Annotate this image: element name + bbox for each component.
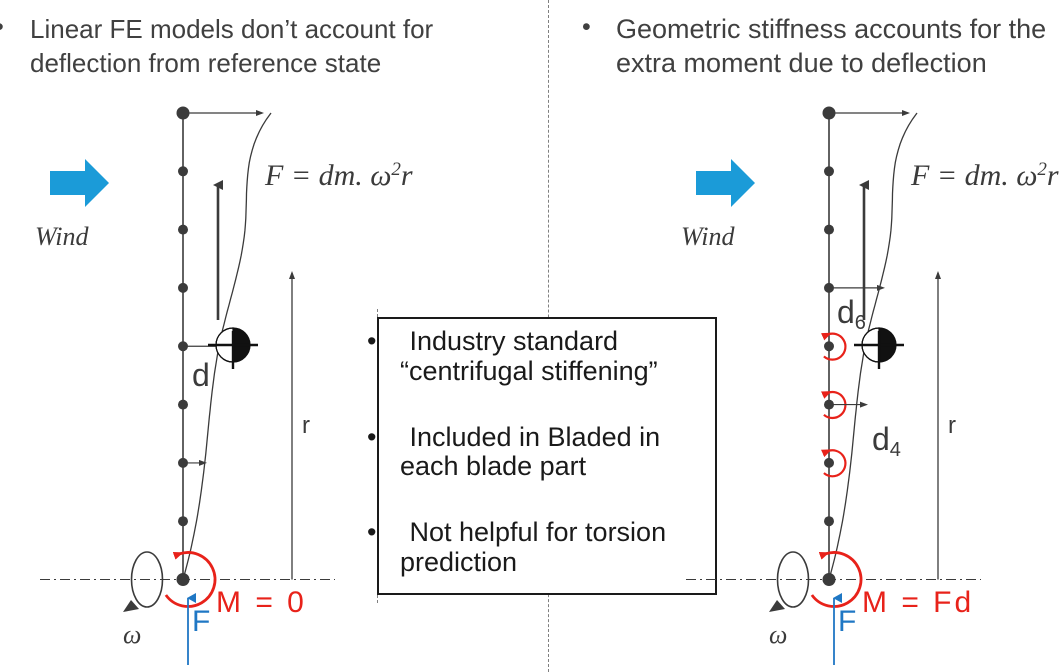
svg-text:F = dm. ω2r: F = dm. ω2r [910,159,1059,192]
svg-text:r: r [302,412,310,439]
svg-text:r: r [948,412,956,439]
svg-text:d: d [192,357,210,393]
svg-text:ω: ω [123,620,141,649]
svg-text:d4: d4 [872,421,901,461]
svg-text:Wind: Wind [35,222,89,251]
svg-text:F = dm. ω2r: F = dm. ω2r [264,159,413,192]
svg-text:ω: ω [769,620,787,649]
svg-text:d6: d6 [837,294,866,334]
svg-text:Wind: Wind [681,222,735,251]
